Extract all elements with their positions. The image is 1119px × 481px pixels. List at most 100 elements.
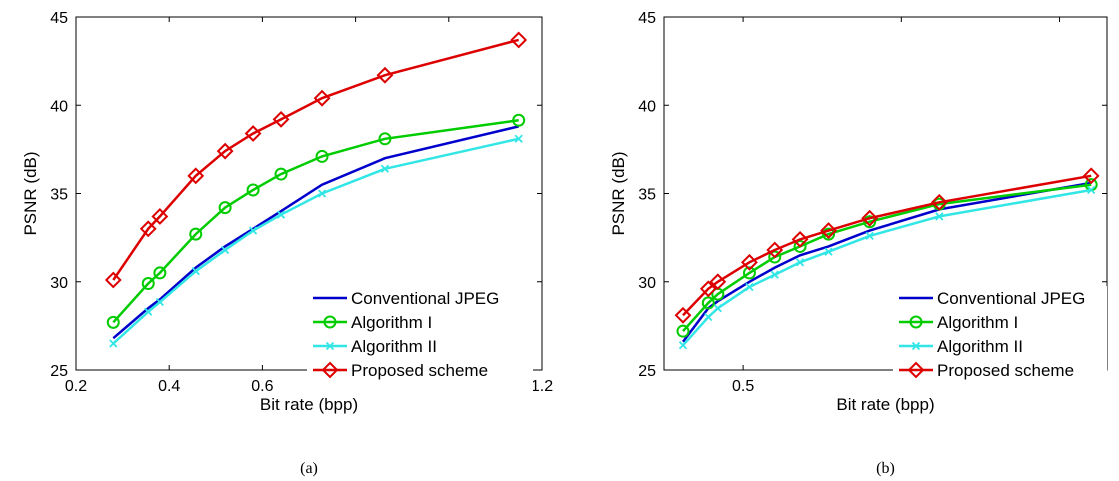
diamond-marker [321,361,339,379]
y-axis-title: PSNR (dB) [21,151,40,235]
x-marker [317,189,327,198]
diamond-marker [376,66,394,84]
legend-entry: Algorithm I [937,313,1018,332]
x-marker [220,245,230,255]
x-axis-title: Bit rate (bpp) [260,395,358,414]
diamond-marker [820,222,837,239]
circle-marker [793,239,807,253]
x-axis-title: Bit rate (bpp) [836,395,934,414]
circle-marker [701,296,715,310]
x-marker [248,226,258,235]
circle-marker [909,315,923,329]
diamond-marker [907,361,925,379]
series-3 [104,31,528,289]
diamond-marker [216,142,234,160]
x-marker [109,339,118,348]
x-marker [770,270,779,279]
series-line [112,137,519,345]
diamond-marker [244,125,262,142]
circle-marker [153,266,167,280]
diamond-marker [709,273,727,291]
diamond-marker [741,253,758,271]
circle-marker [863,215,877,229]
diamond-marker [313,89,331,107]
circle-marker [822,227,836,241]
x-tick-label: 0.6 [251,378,273,395]
x-tick-label: 0.5 [732,378,754,395]
diamond-marker [104,271,122,289]
x-marker [1087,185,1096,195]
x-marker [911,341,921,351]
diamond-marker [151,208,169,225]
circle-marker [274,167,288,181]
series-2 [109,134,523,348]
y-tick-label: 35 [638,187,656,204]
y-axis-title: PSNR (dB) [609,151,628,235]
legend-entry: Proposed scheme [351,361,488,380]
diamond-marker [699,280,717,298]
circle-marker [106,315,120,329]
y-tick-label: 35 [50,187,68,204]
diamond-marker [861,209,879,227]
x-marker [276,210,286,219]
legend-entry: Algorithm II [937,337,1023,356]
legend-entry: Algorithm II [351,337,437,356]
x-tick-label: 1.2 [531,378,553,395]
circle-marker [189,227,203,241]
series-2 [678,185,1096,350]
circle-marker [141,277,155,291]
diamond-marker [139,220,157,238]
panel-caption: (b) [876,460,895,477]
x-marker [514,134,523,143]
panel-caption: (a) [300,460,318,477]
x-marker [704,312,713,322]
x-marker [380,164,390,173]
x-marker [795,258,805,267]
x-marker [935,212,944,221]
circle-marker [676,324,690,338]
series-line [112,38,520,281]
diamond-marker [930,193,948,211]
circle-marker [768,250,782,264]
legend-entry: Proposed scheme [937,361,1074,380]
diamond-marker [1082,167,1100,185]
x-marker [745,282,754,292]
circle-marker [218,201,232,215]
circle-marker [742,266,756,280]
diamond-marker [766,241,784,259]
series-3 [674,167,1100,324]
x-marker [144,307,153,316]
circle-marker [512,113,526,127]
series-line [682,188,1092,347]
x-marker [325,341,335,351]
x-marker [191,267,200,276]
x-marker [824,247,833,256]
legend: Conventional JPEG Algorithm I Algorithm II… [893,286,1107,392]
x-tick-label: 0.4 [158,378,180,395]
legend-entry: Conventional JPEG [351,289,499,308]
y-tick-label: 40 [638,98,656,115]
y-tick-label: 25 [638,363,656,380]
y-tick-label: 30 [638,275,656,292]
circle-marker [378,132,392,146]
legend-box [893,286,1107,392]
series-line [112,125,519,340]
x-marker [155,297,165,307]
circle-marker [323,315,337,329]
x-marker [865,231,874,240]
y-tick-label: 40 [50,98,68,115]
series-1 [106,113,526,329]
diamond-marker [674,306,692,324]
x-marker [713,304,722,313]
series-line [112,119,519,324]
diamond-marker [187,167,205,185]
legend-entry: Algorithm I [351,313,432,332]
series-0 [112,125,519,340]
x-marker [678,341,688,350]
y-tick-label: 45 [638,10,656,27]
circle-marker [246,183,260,197]
diamond-marker [272,110,290,128]
